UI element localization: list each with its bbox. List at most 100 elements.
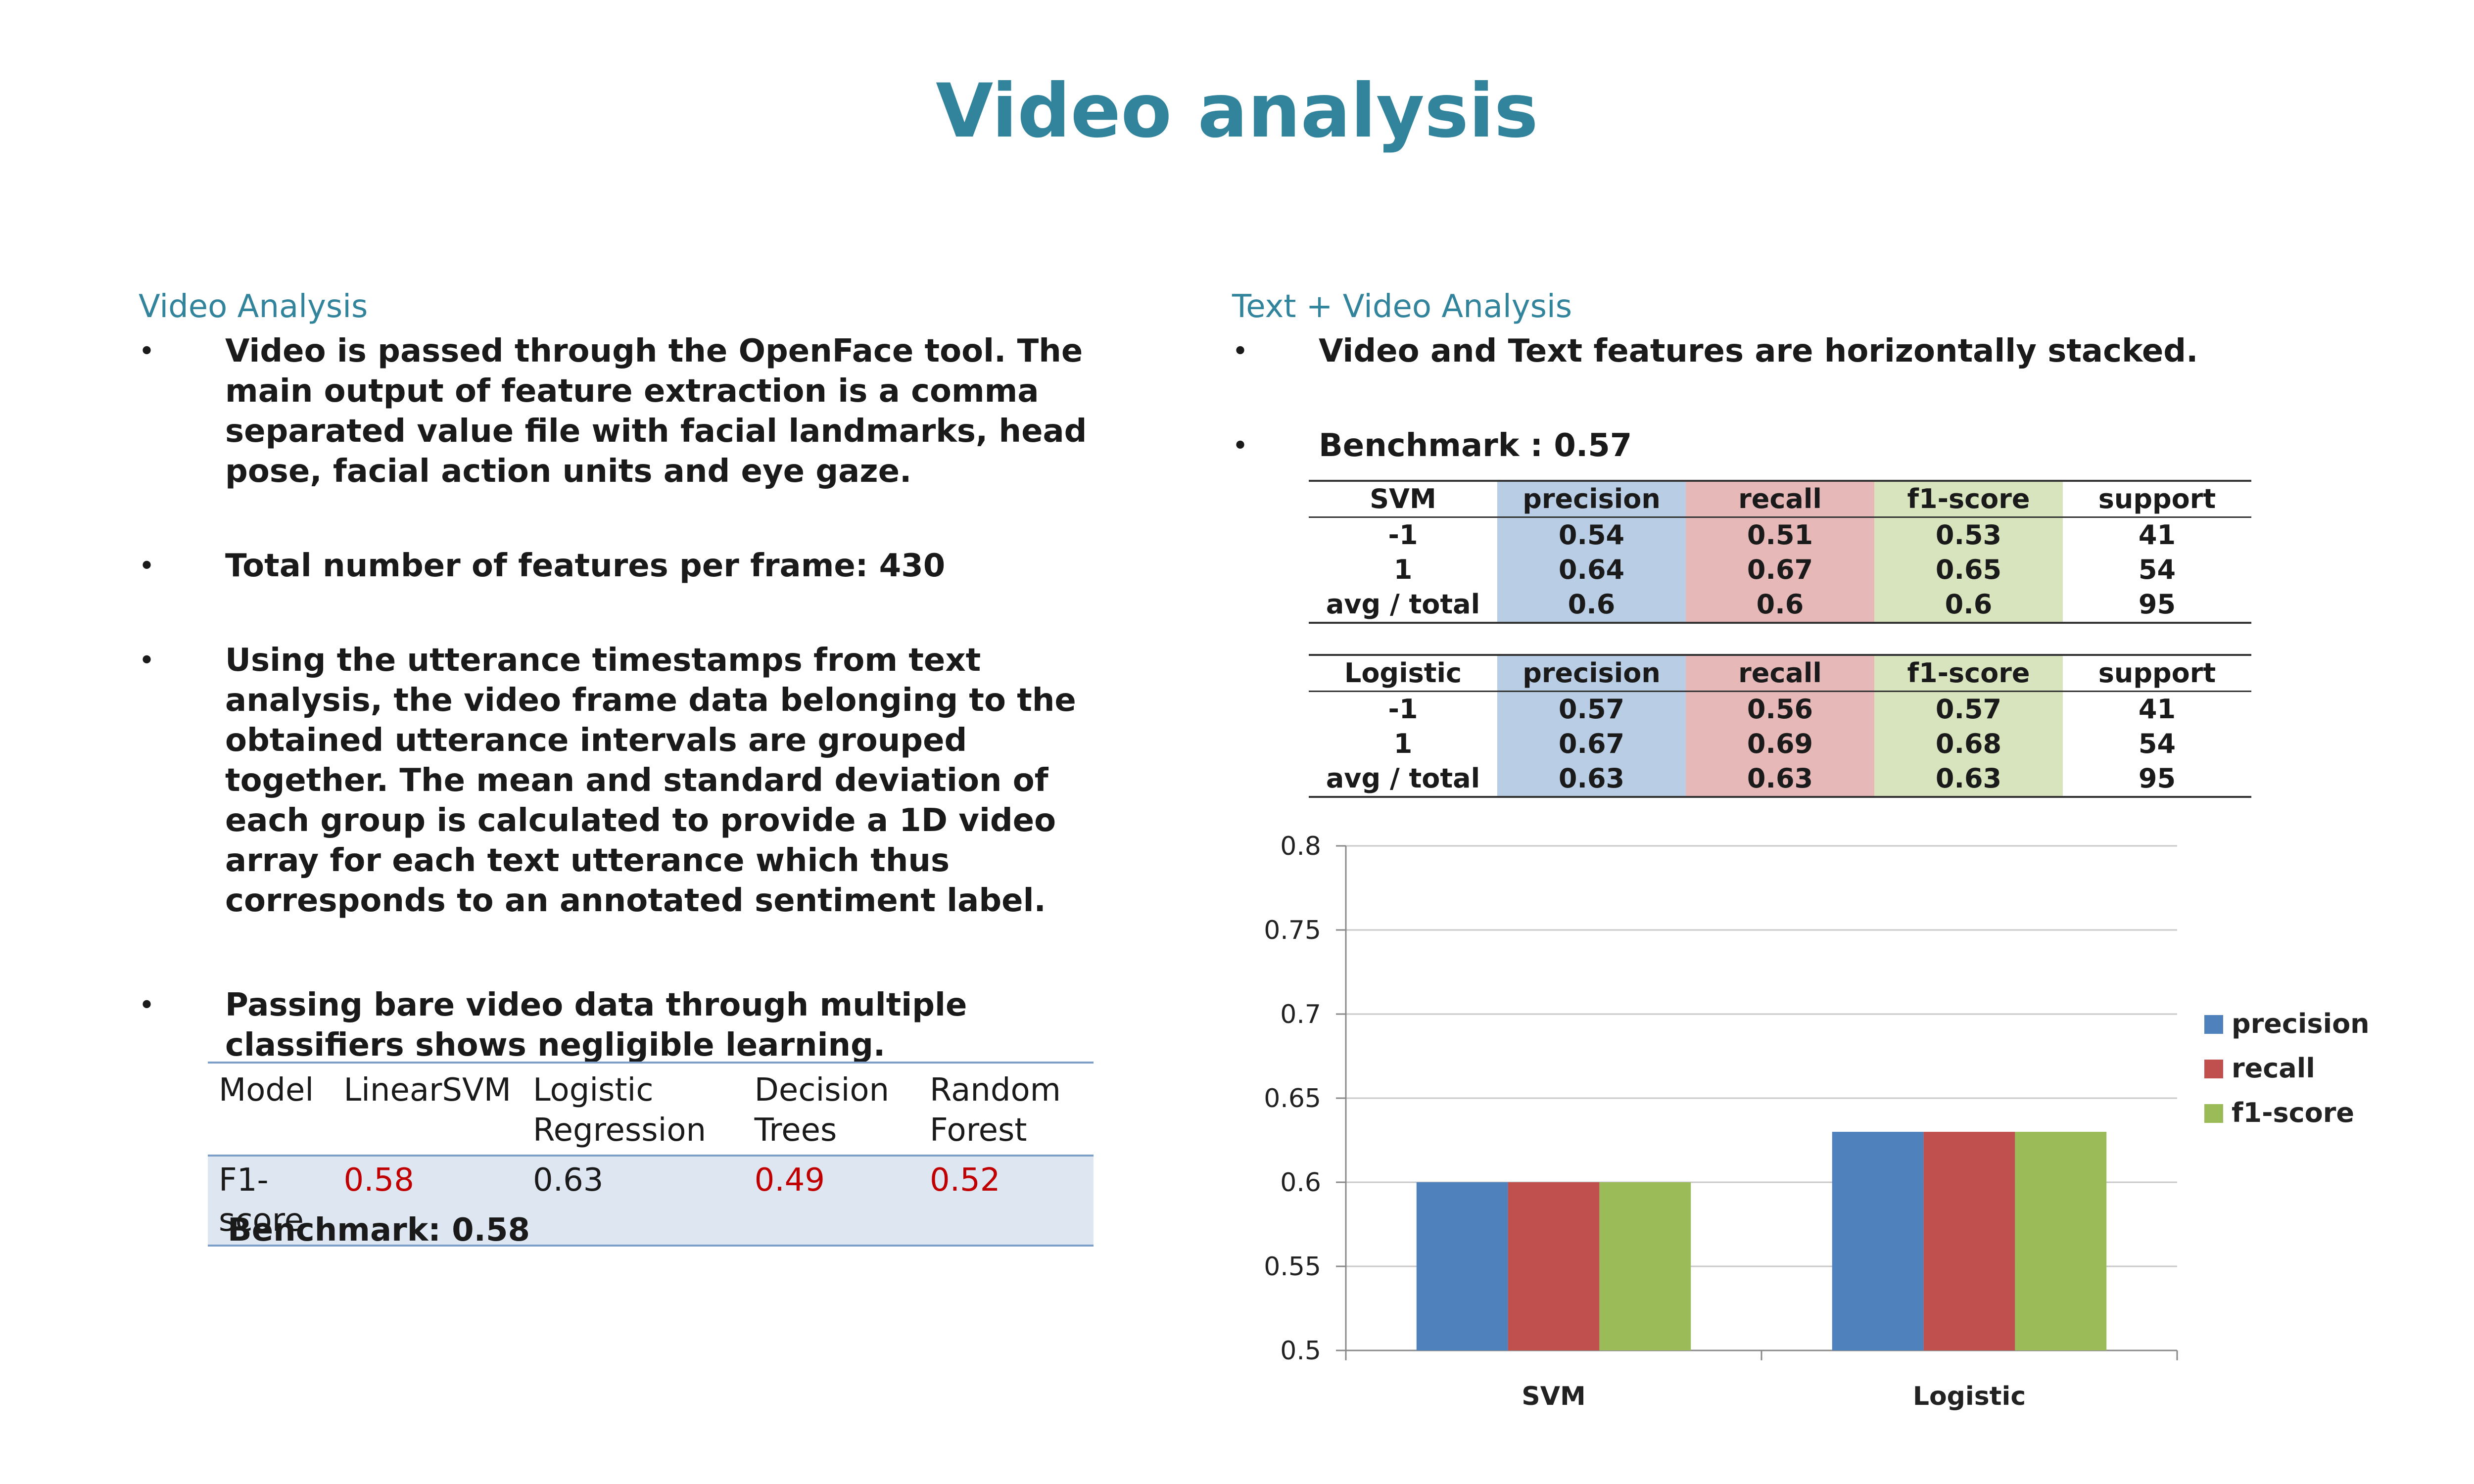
table-row: -1 0.57 0.56 0.57 41 [1309, 691, 2251, 727]
table-cell: 0.63 [1686, 761, 1874, 798]
table-header-cell: precision [1497, 654, 1686, 692]
metrics-bar-chart: 0.8 0.75 0.7 0.65 0.6 0.55 0.5 SVM Logistic preci… [1264, 832, 2369, 1411]
table-cell: 54 [2138, 554, 2176, 585]
section-heading-video: Video Analysis [139, 288, 368, 325]
left-column: Video Analysis • Video is passed through… [139, 282, 1128, 1066]
table-header-cell: Logistic [1309, 654, 1497, 692]
table-cell: 0.6 [1874, 587, 2063, 624]
table-header-cell: precision [1497, 480, 1686, 518]
table-cell: 0.58 [333, 1155, 522, 1247]
table-cell: 0.67 [1686, 553, 1874, 587]
bullet-utterance-grouping: • Using the utterance timestamps from te… [139, 641, 1128, 921]
table-cell: 0.64 [1497, 553, 1686, 587]
table-cell: 0.54 [1497, 517, 1686, 553]
table-header-cell: LinearSVM [333, 1062, 522, 1156]
bar-precision [1832, 1132, 1924, 1350]
table-cell: 0.69 [1686, 727, 1874, 761]
table-cell: avg / total [1309, 587, 1497, 624]
legend-label: recall [2232, 1053, 2315, 1084]
table-cell: 1 [1393, 728, 1413, 759]
legend-swatch [2204, 1060, 2223, 1078]
table-cell: 0.53 [1874, 517, 2063, 553]
table-cell: 41 [2138, 694, 2176, 725]
table-header-cell: recall [1686, 654, 1874, 692]
legend-label: f1-score [2232, 1097, 2354, 1128]
y-tick-label: 0.75 [1264, 916, 1321, 945]
table-row: -1 0.54 0.51 0.53 41 [1309, 517, 2251, 553]
y-tick-label: 0.55 [1264, 1252, 1321, 1282]
bullet-dot: • [139, 645, 155, 677]
table-cell: 0.6 [1497, 587, 1686, 624]
y-tick-label: 0.7 [1280, 1000, 1321, 1029]
bullet-dot: • [1232, 430, 1249, 462]
table-header-cell: support [2063, 480, 2251, 518]
bullet-negligible-learning: • Passing bare video data through multip… [139, 985, 1128, 1066]
table-row: avg / total 0.6 0.6 0.6 95 [1309, 587, 2251, 624]
x-tick-label: SVM [1522, 1382, 1585, 1411]
bullet-dot: • [1232, 335, 1249, 368]
bullet-openface: • Video is passed through the OpenFace t… [139, 331, 1128, 492]
bar-precision [1416, 1182, 1508, 1350]
y-tick-label: 0.65 [1264, 1084, 1321, 1113]
table-header-cell: Logistic Regression [522, 1062, 744, 1156]
table-cell: 95 [2063, 761, 2251, 798]
bullet-text: Passing bare video data through multiple… [225, 987, 967, 1064]
bullet-text: Using the utterance timestamps from text… [225, 642, 1076, 919]
bullet-dot: • [139, 335, 155, 368]
table-header-cell: Decision Trees [743, 1062, 919, 1156]
table-cell: 0.51 [1686, 517, 1874, 553]
table-cell: 41 [2138, 519, 2176, 551]
table-cell: 0.57 [1874, 691, 2063, 727]
table-cell: 0.65 [1874, 553, 2063, 587]
table-cell: 0.63 [1874, 761, 2063, 798]
bullet-benchmark: • Benchmark : 0.57 [1232, 426, 2420, 466]
table-cell: 1 [1393, 554, 1413, 585]
table-cell: 54 [2138, 728, 2176, 759]
y-tick-label: 0.5 [1280, 1336, 1321, 1366]
table-cell: 0.6 [1686, 587, 1874, 624]
page-title: Video analysis [936, 68, 1538, 154]
table-row: 1 0.67 0.69 0.68 54 [1309, 727, 2251, 761]
table-header-cell: Random Forest [919, 1062, 1094, 1156]
table-cell: -1 [1388, 519, 1418, 551]
table-cell: 95 [2063, 587, 2251, 624]
right-column: Text + Video Analysis • Video and Text f… [1232, 282, 2420, 466]
bullet-dot: • [139, 550, 155, 582]
y-tick-label: 0.6 [1280, 1168, 1321, 1198]
table-header-row: Model LinearSVM Logistic Regression Deci… [208, 1062, 1094, 1156]
bullet-text: Total number of features per frame: 430 [225, 548, 946, 584]
legend-swatch [2204, 1015, 2223, 1034]
table-header-cell: recall [1686, 480, 1874, 518]
bar-f1-score [1599, 1182, 1691, 1350]
table-cell: 0.56 [1686, 691, 1874, 727]
bar-recall [1508, 1182, 1600, 1350]
table-cell: -1 [1388, 694, 1418, 725]
table-header-cell: Model [208, 1062, 333, 1156]
bullet-features-count: • Total number of features per frame: 43… [139, 546, 1128, 586]
table-cell: 0.67 [1497, 727, 1686, 761]
table-cell: 0.52 [919, 1155, 1094, 1247]
y-tick-label: 0.8 [1280, 832, 1321, 861]
bullet-text: Video is passed through the OpenFace too… [225, 333, 1087, 490]
table-cell: avg / total [1309, 761, 1497, 798]
bullet-text: Video and Text features are horizontally… [1319, 333, 2198, 370]
table-header-row: SVM precision recall f1-score support [1309, 480, 2251, 518]
x-tick-label: Logistic [1913, 1382, 2026, 1411]
table-cell: 0.49 [743, 1155, 919, 1247]
table-row: 1 0.64 0.67 0.65 54 [1309, 553, 2251, 587]
table-header-cell: f1-score [1874, 654, 2063, 692]
section-heading-text-video: Text + Video Analysis [1232, 288, 1572, 325]
table-cell: 0.57 [1497, 691, 1686, 727]
table-cell: 0.68 [1874, 727, 2063, 761]
classifier-results-table: Model LinearSVM Logistic Regression Deci… [208, 1062, 1094, 1247]
legend-swatch [2204, 1104, 2223, 1123]
bullet-text: Benchmark : 0.57 [1319, 427, 1632, 464]
table-cell: 0.63 [1497, 761, 1686, 798]
bar-f1-score [2015, 1132, 2107, 1350]
svm-metrics-table: SVM precision recall f1-score support -1… [1309, 480, 2251, 624]
bar-recall [1923, 1132, 2015, 1350]
table-header-cell: support [2063, 654, 2251, 692]
table-row: avg / total 0.63 0.63 0.63 95 [1309, 761, 2251, 798]
table-header-cell: f1-score [1874, 480, 2063, 518]
benchmark-label: Benchmark: 0.58 [228, 1212, 530, 1249]
